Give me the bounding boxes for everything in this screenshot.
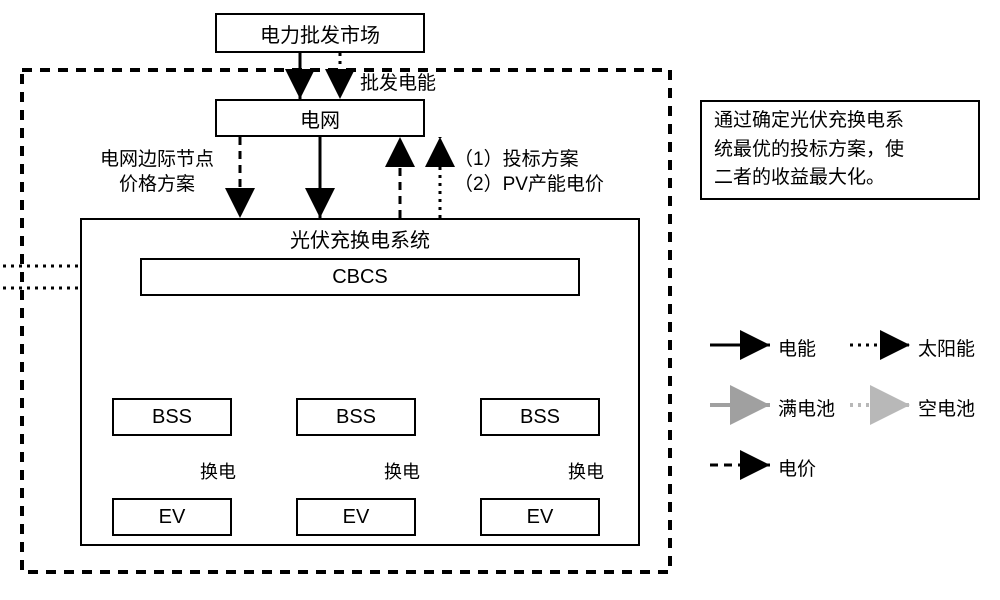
label-cbcs: CBCS <box>332 266 388 289</box>
pvsys-title: 光伏充换电系统 <box>290 224 430 253</box>
diagram-stage: 电力批发市场 电网 光伏充换电系统 CBCS BSS BSS BSS EV EV… <box>0 0 1000 600</box>
label-swap-2: 换电 <box>384 458 420 484</box>
label-ev1: EV <box>159 506 186 529</box>
box-ev3: EV <box>480 498 600 536</box>
box-bss3: BSS <box>480 398 600 436</box>
box-cbcs: CBCS <box>140 258 580 296</box>
label-ev2: EV <box>343 506 370 529</box>
label-wholesale: 批发电能 <box>360 68 436 95</box>
label-bss1: BSS <box>152 406 192 429</box>
label-market: 电力批发市场 <box>260 19 380 48</box>
label-bid: （1）投标方案 （2）PV产能电价 <box>454 148 604 197</box>
legend-solar: 太阳能 <box>918 334 975 361</box>
legend-energy: 电能 <box>778 334 816 361</box>
label-swap-1: 换电 <box>200 458 236 484</box>
label-grid: 电网 <box>300 104 340 133</box>
box-bss1: BSS <box>112 398 232 436</box>
box-ev1: EV <box>112 498 232 536</box>
note-l1: 通过确定光伏充换电系 <box>714 107 904 136</box>
label-bss2: BSS <box>336 406 376 429</box>
legend-full: 满电池 <box>778 394 835 421</box>
label-ev3: EV <box>527 506 554 529</box>
note-l2: 统最优的投标方案，使 <box>714 136 904 165</box>
label-lmpr: 电网边际节点 价格方案 <box>100 148 214 197</box>
label-swap-3: 换电 <box>568 458 604 484</box>
legend-empty: 空电池 <box>918 394 975 421</box>
note-l3: 二者的收益最大化。 <box>714 164 885 193</box>
label-bss3: BSS <box>520 406 560 429</box>
box-note: 通过确定光伏充换电系 统最优的投标方案，使 二者的收益最大化。 <box>700 100 980 200</box>
box-market: 电力批发市场 <box>215 13 425 53</box>
box-bss2: BSS <box>296 398 416 436</box>
legend-price: 电价 <box>778 454 816 481</box>
box-grid: 电网 <box>215 99 425 137</box>
box-ev2: EV <box>296 498 416 536</box>
